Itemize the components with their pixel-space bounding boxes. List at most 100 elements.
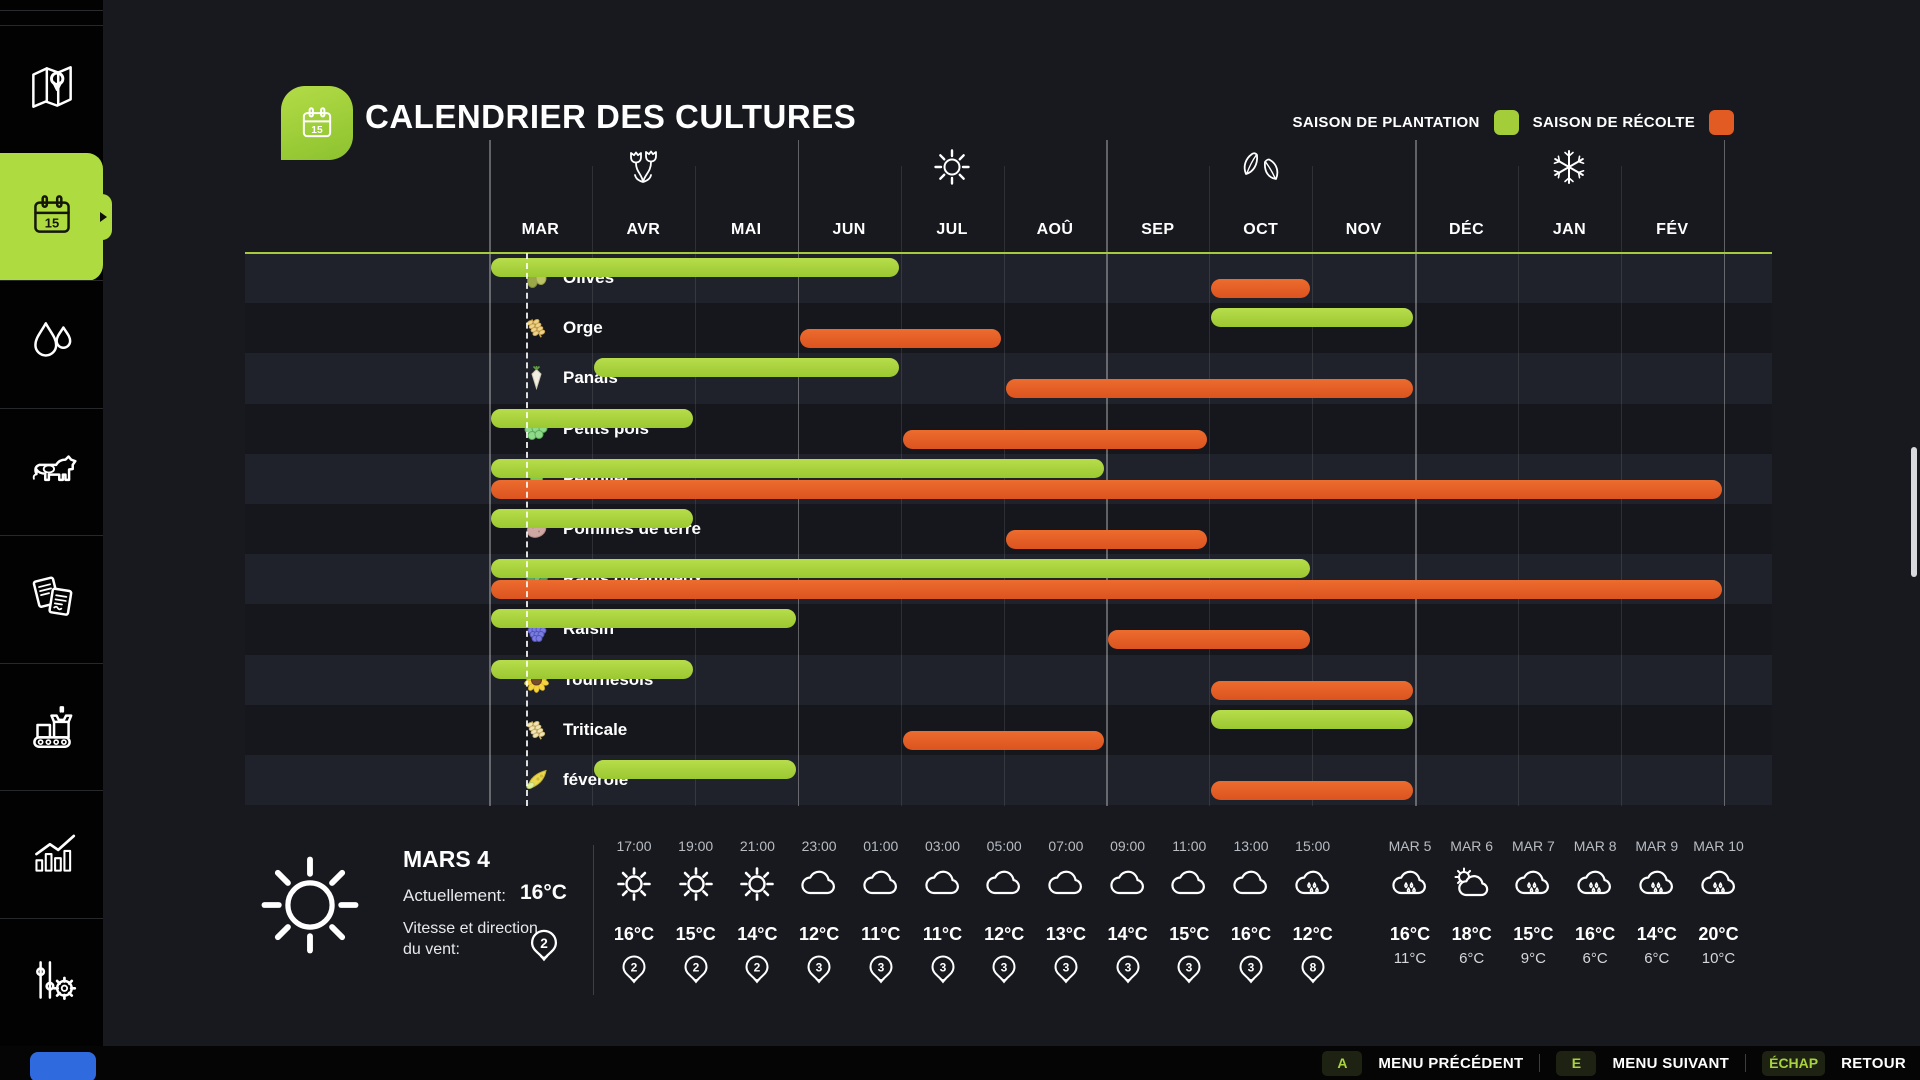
forecast-time: 23:00 — [801, 838, 837, 854]
forecast-time: 03:00 — [924, 838, 961, 854]
planting-bar — [491, 659, 693, 679]
forecast-low-temp: 6°C — [1644, 950, 1670, 967]
sidebar-divider — [0, 10, 103, 11]
hourly-forecast-23:00: 23:00 12°C 3 — [788, 838, 850, 984]
harvest-bar — [902, 730, 1105, 750]
sidebar-item-animals[interactable] — [0, 407, 103, 536]
wind-pin: 3 — [1113, 954, 1143, 990]
planting-bar — [491, 258, 899, 277]
calendar-badge-icon: 15 — [281, 86, 353, 160]
month-label-12: FÉV — [1656, 221, 1689, 238]
wind-pin: 2 — [681, 954, 711, 990]
contracts-icon — [23, 568, 81, 631]
forecast-day: MAR 5 — [1388, 838, 1432, 854]
bottom-menu-bar: A MENU PRÉCÉDENT E MENU SUIVANT ÉCHAP RE… — [0, 1046, 1920, 1080]
sidebar-item-contracts[interactable] — [0, 535, 103, 663]
map-icon — [23, 58, 81, 121]
svg-text:8: 8 — [1309, 961, 1316, 975]
sun-weather-icon — [675, 864, 717, 901]
svg-text:2: 2 — [540, 936, 548, 951]
cloud-weather-icon — [1230, 864, 1272, 900]
season-gridline — [1723, 140, 1726, 806]
svg-text:15: 15 — [311, 125, 323, 136]
crop-label: Triticale — [563, 719, 628, 739]
weather-divider — [593, 845, 594, 995]
forecast-time: 21:00 — [739, 838, 775, 854]
hourly-forecast-09:00: 09:00 14°C 3 — [1097, 838, 1159, 984]
animals-icon — [23, 441, 81, 504]
wind-pin: 3 — [928, 954, 958, 990]
planting-bar — [593, 760, 796, 779]
legend-planting-label: SAISON DE PLANTATION — [1292, 114, 1480, 131]
sidebar-item-map[interactable] — [0, 25, 103, 153]
forecast-low-temp: 6°C — [1582, 950, 1608, 967]
sidebar-item-partial-blue[interactable] — [30, 1052, 96, 1080]
forecast-time: 01:00 — [863, 838, 899, 854]
forecast-temp: 16°C — [1230, 924, 1272, 944]
forecast-time: 19:00 — [678, 838, 714, 854]
crop-row-parsnip: Panais — [245, 353, 1772, 404]
key-badge-a: A — [1322, 1050, 1363, 1076]
scrollbar-thumb[interactable] — [1911, 447, 1917, 577]
spring-season-icon — [622, 146, 664, 188]
statistics-icon — [23, 823, 81, 886]
menu-back-button[interactable]: RETOUR — [1841, 1054, 1906, 1072]
daily-forecast-MAR-7: MAR 7 15°C 9°C — [1502, 838, 1564, 967]
sidebar-item-calendar[interactable]: 15 — [0, 152, 112, 281]
wind-pin: 3 — [1051, 954, 1081, 990]
forecast-temp: 15°C — [675, 924, 716, 944]
svg-text:3: 3 — [816, 961, 823, 975]
forecast-time: 07:00 — [1048, 838, 1084, 854]
harvest-bar — [1005, 379, 1414, 399]
rain-weather-icon — [1389, 864, 1431, 900]
svg-text:2: 2 — [692, 961, 699, 975]
hourly-forecast-01:00: 01:00 11°C 3 — [850, 838, 912, 984]
menu-next-button[interactable]: MENU SUIVANT — [1612, 1054, 1730, 1072]
hourly-forecast-05:00: 05:00 12°C 3 — [973, 838, 1035, 984]
crop-label: Orge — [563, 318, 603, 338]
wind-pin: 2 — [742, 954, 772, 990]
month-label-9: NOV — [1345, 221, 1382, 238]
harvest-bar — [1005, 530, 1208, 549]
forecast-time: 17:00 — [616, 838, 652, 854]
hourly-forecast-21:00: 21:00 14°C 2 — [726, 838, 788, 984]
planting-bar — [491, 509, 693, 528]
page-title: CALENDRIER DES CULTURES — [365, 98, 857, 135]
cloud-weather-icon — [798, 864, 840, 900]
forecast-high-temp: 20°C — [1698, 924, 1739, 944]
forecast-day: MAR 9 — [1635, 838, 1679, 854]
crop-row-barley: Orge — [245, 303, 1772, 354]
daily-forecast-MAR-8: MAR 8 16°C 6°C — [1564, 838, 1626, 967]
forecast-high-temp: 18°C — [1451, 924, 1492, 944]
forecast-high-temp: 14°C — [1636, 924, 1677, 944]
crop-row-sunflower: Tournesols — [245, 654, 1772, 705]
current-temp-value: 16°C — [520, 881, 567, 904]
sidebar-item-statistics[interactable] — [0, 790, 103, 918]
wind-pin: 3 — [866, 954, 896, 990]
forecast-temp: 11°C — [922, 924, 963, 944]
svg-text:3: 3 — [877, 961, 884, 975]
legend: SAISON DE PLANTATION SAISON DE RÉCOLTE — [1293, 110, 1734, 135]
sidebar-item-water[interactable] — [0, 280, 103, 408]
hourly-forecast-13:00: 13:00 16°C 3 — [1220, 838, 1282, 984]
sidebar-item-production[interactable] — [0, 662, 103, 791]
autumn-season-icon — [1240, 146, 1282, 188]
sun-weather-icon — [613, 864, 655, 901]
planting-bar — [491, 609, 796, 629]
menu-previous-button[interactable]: MENU PRÉCÉDENT — [1378, 1054, 1524, 1072]
harvest-bar — [1211, 680, 1414, 700]
cloud-weather-icon — [922, 864, 964, 900]
menu-divider — [1745, 1054, 1747, 1072]
forecast-low-temp: 10°C — [1701, 950, 1736, 967]
sidebar-item-settings[interactable] — [0, 917, 103, 1046]
forecast-temp: 14°C — [1107, 924, 1148, 944]
forecast-temp: 16°C — [613, 924, 655, 944]
faba-bean-icon — [523, 767, 550, 794]
harvest-bar — [799, 329, 1002, 349]
daily-forecast-MAR-6: MAR 6 18°C 6°C — [1441, 838, 1503, 967]
hourly-forecast-07:00: 07:00 13°C 3 — [1035, 838, 1097, 984]
cloud-weather-icon — [860, 864, 902, 900]
harvest-swatch — [1709, 110, 1734, 135]
forecast-day: MAR 8 — [1573, 838, 1617, 854]
